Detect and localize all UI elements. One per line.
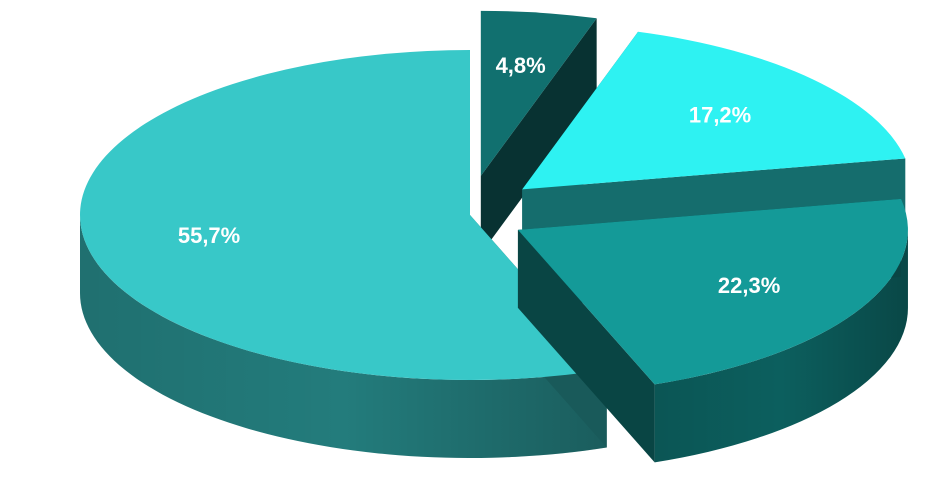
slice-top-face <box>517 198 908 385</box>
slice-data-label: 4,8% <box>496 53 546 78</box>
slice-data-label: 22,3% <box>718 273 780 298</box>
slice-top-face <box>480 10 597 176</box>
pie-slice <box>480 10 597 254</box>
slice-top-face <box>522 31 906 190</box>
slice-wall-shading <box>80 215 607 458</box>
pie-slice <box>79 49 607 458</box>
slice-data-label: 17,2% <box>689 103 751 128</box>
pie-slice <box>517 198 908 463</box>
slice-data-label: 55,7% <box>178 223 240 248</box>
slice-top-face <box>79 49 607 380</box>
slice-cut-wall <box>517 229 655 463</box>
slice-wall-shading <box>654 229 908 463</box>
slice-cut-wall <box>480 18 597 254</box>
